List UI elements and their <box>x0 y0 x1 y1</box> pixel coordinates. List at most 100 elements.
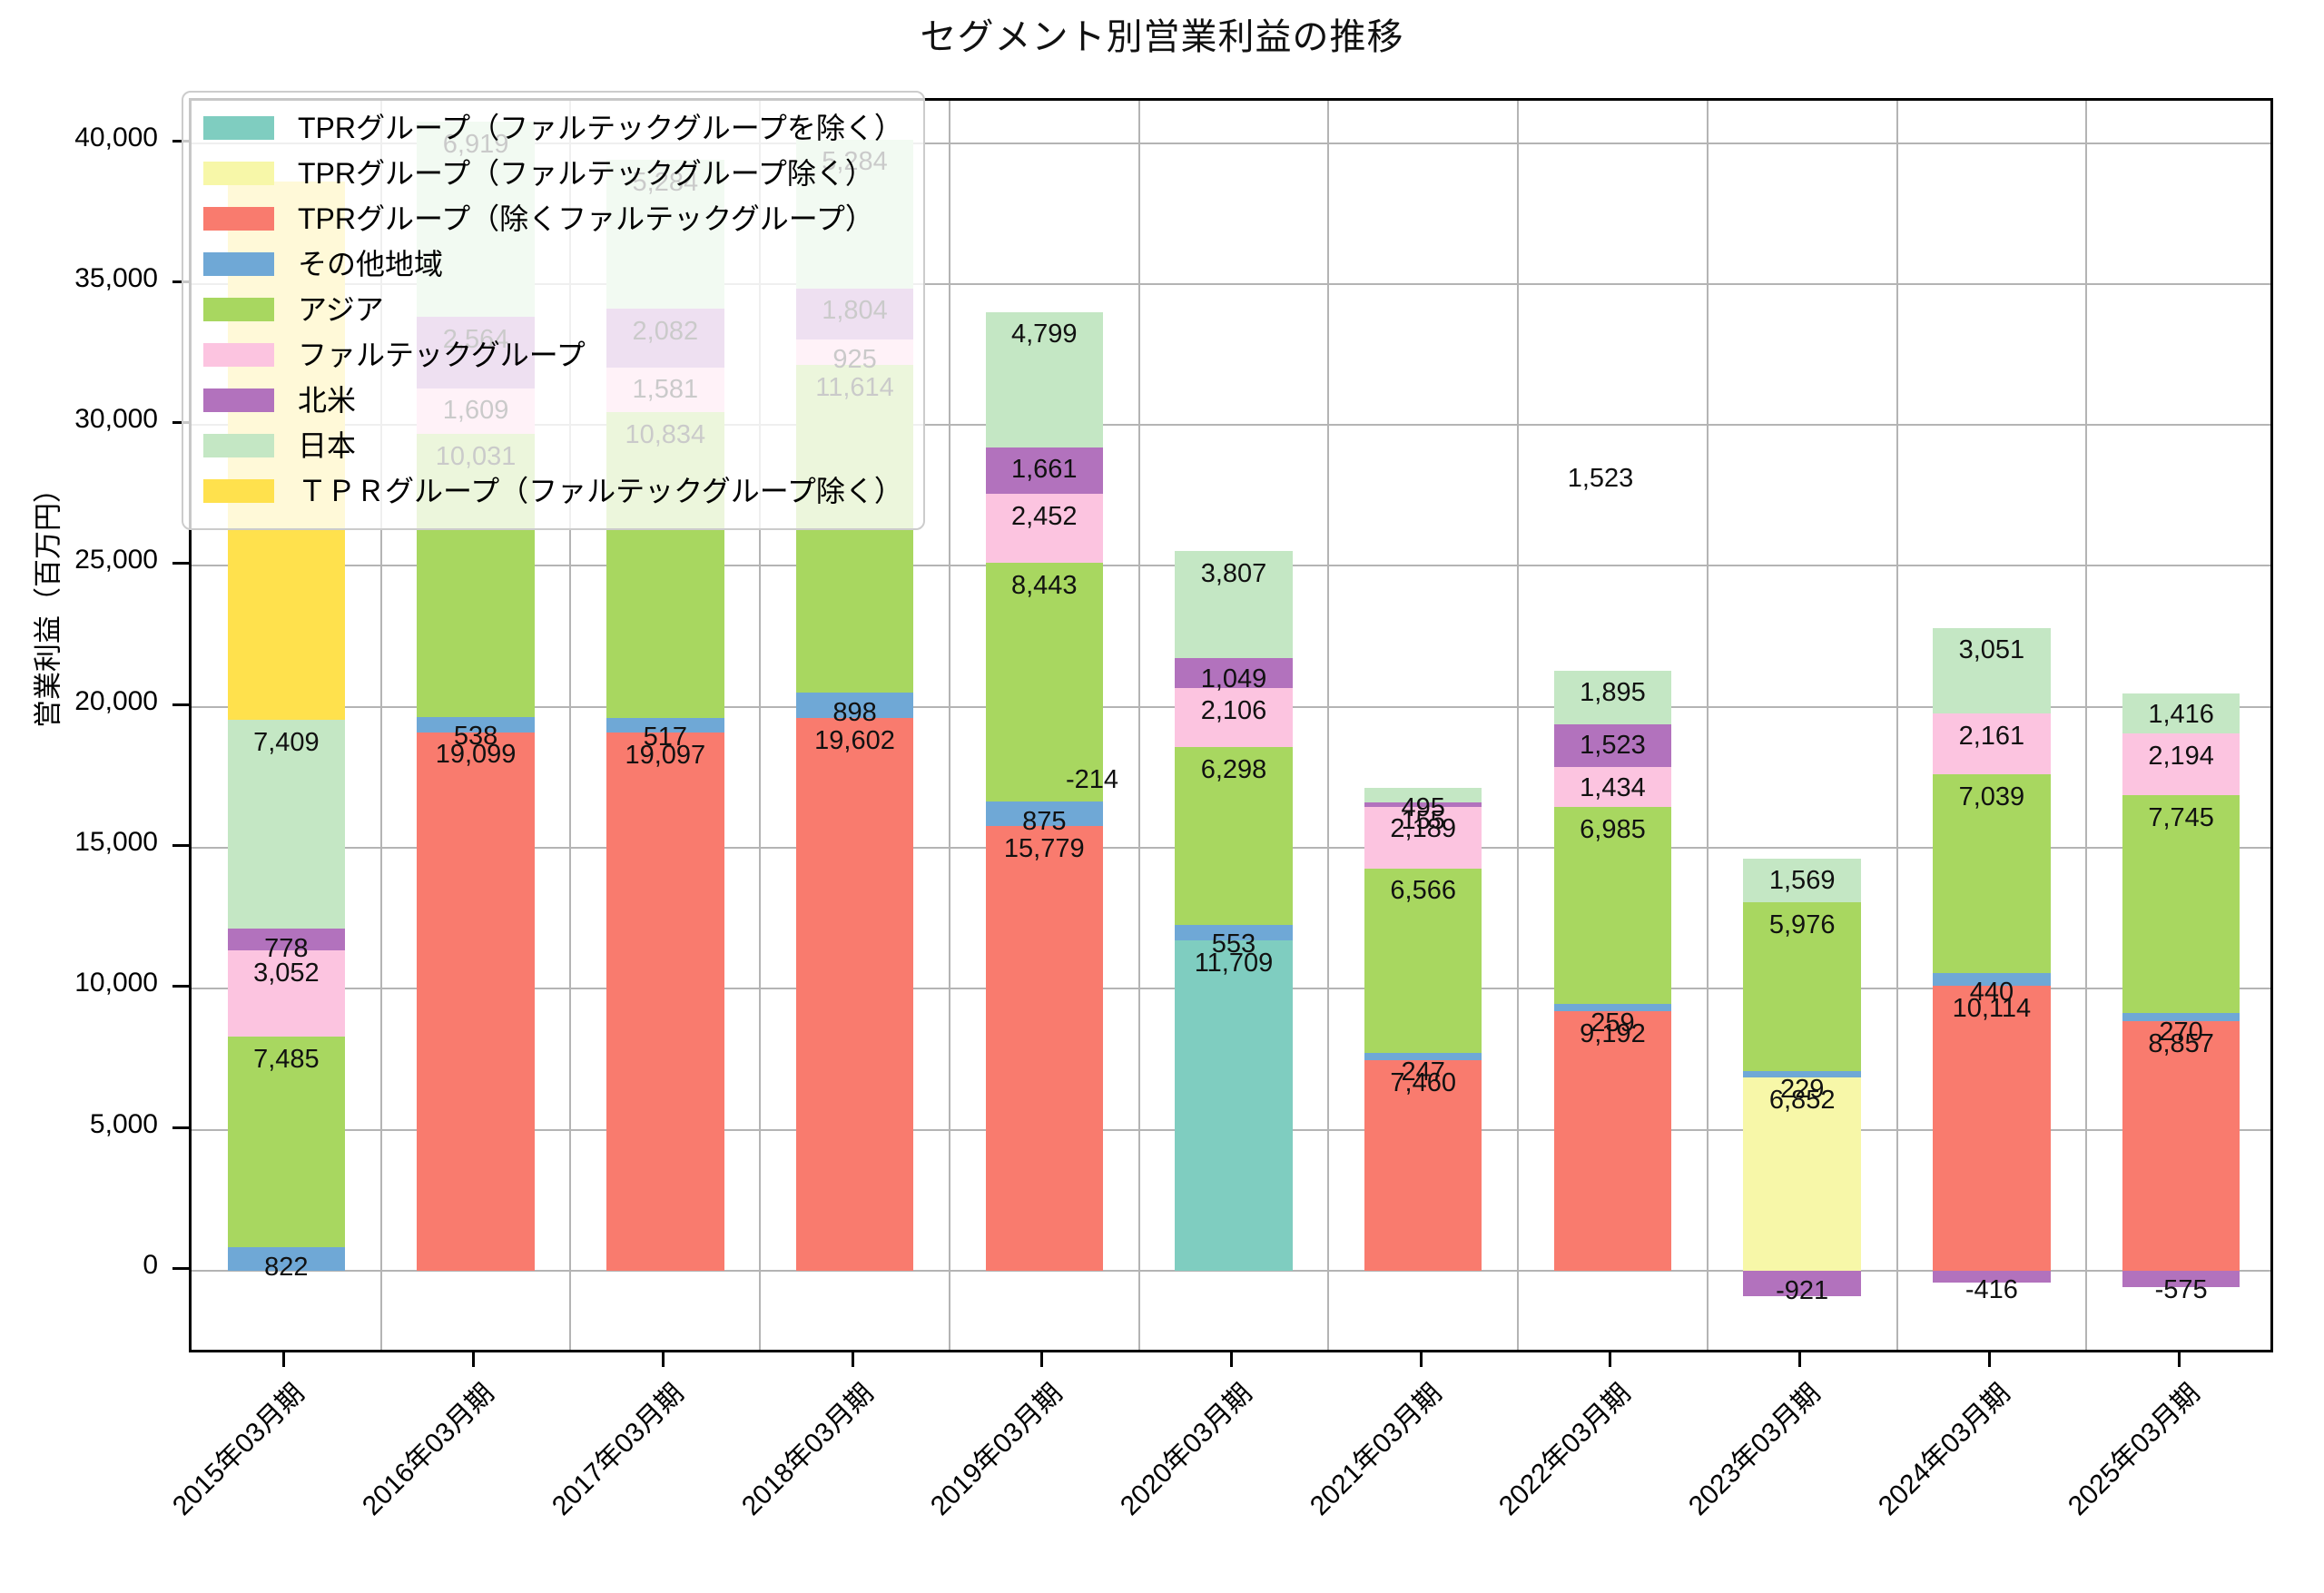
bar-segment[interactable] <box>1364 1053 1482 1061</box>
bar-segment[interactable] <box>1933 985 2051 1271</box>
x-axis-tick <box>2177 1352 2181 1367</box>
bar-segment[interactable] <box>606 717 724 733</box>
bar-segment[interactable] <box>1175 551 1293 659</box>
bar-segment[interactable] <box>2122 693 2240 733</box>
gridline-vertical <box>1327 101 1330 1350</box>
y-axis-tick-label: 5,000 <box>89 1108 158 1139</box>
bar-stack[interactable]: -416 10,114 440 7,039 2,161 3,051 <box>1933 101 2051 1355</box>
bar-segment[interactable] <box>227 928 346 951</box>
legend-item-label: TPRグループ（除くファルテックグループ） <box>298 202 874 235</box>
bar-segment[interactable] <box>227 1247 346 1271</box>
legend-item-label: 北米 <box>298 384 357 417</box>
bar-segment[interactable] <box>1553 807 1672 1005</box>
bar-segment[interactable] <box>1743 1070 1861 1078</box>
gridline-vertical <box>948 101 950 1350</box>
bar-segment[interactable] <box>1553 766 1672 808</box>
x-axis-tick <box>1419 1352 1423 1367</box>
bar-segment[interactable] <box>2122 1270 2240 1287</box>
y-axis-tick-label: 0 <box>143 1249 158 1280</box>
legend-item[interactable]: 日本 <box>203 423 903 468</box>
legend-swatch-icon <box>203 116 274 140</box>
y-axis-tick <box>172 1266 189 1270</box>
bar-stack[interactable]: 9,192 259 6,985 1,434 1,523 1,895 <box>1553 101 1672 1355</box>
bar-segment[interactable] <box>417 732 535 1271</box>
x-axis-tick <box>472 1352 476 1367</box>
bar-segment[interactable] <box>985 447 1103 495</box>
legend-swatch-icon <box>203 207 274 231</box>
x-axis-tick <box>1230 1352 1233 1367</box>
x-axis-tick-label: 2019年03月期 <box>925 1378 1068 1522</box>
bar-segment[interactable] <box>1364 868 1482 1054</box>
legend-item-label: ファルテックグループ <box>298 339 586 371</box>
bar-segment[interactable] <box>1743 858 1861 903</box>
legend-swatch-icon <box>203 388 274 412</box>
bar-segment[interactable] <box>1175 688 1293 748</box>
x-axis-tick <box>282 1352 286 1367</box>
bar-segment[interactable] <box>1743 902 1861 1071</box>
bar-segment[interactable] <box>1175 747 1293 925</box>
bar-segment[interactable] <box>1933 973 2051 986</box>
legend-swatch-icon <box>203 343 274 367</box>
bar-segment[interactable] <box>1553 1004 1672 1012</box>
legend-item[interactable]: ＴＰＲグループ（ファルテックグループ除く） <box>203 468 903 514</box>
legend-item[interactable]: その他地域 <box>203 241 903 287</box>
bar-segment[interactable] <box>1933 1270 2051 1283</box>
bar-segment[interactable] <box>1364 788 1482 802</box>
bar-segment[interactable] <box>795 693 914 719</box>
bar-segment[interactable] <box>1553 1011 1672 1271</box>
legend-item-label: ＴＰＲグループ（ファルテックグループ除く） <box>298 475 903 507</box>
gridline-vertical <box>379 101 382 1350</box>
legend-item[interactable]: TPRグループ（ファルテックグループ除く） <box>203 151 903 196</box>
bar-segment[interactable] <box>227 950 346 1037</box>
bar-stack[interactable]: 11,709 553 6,298 2,106 1,049 3,807 <box>1175 101 1293 1355</box>
bar-stack[interactable]: -575 8,857 270 7,745 2,194 1,416 <box>2122 101 2240 1355</box>
y-axis-tick <box>172 421 189 425</box>
legend-item[interactable]: TPRグループ（除くファルテックグループ） <box>203 196 903 241</box>
bar-segment[interactable] <box>985 494 1103 564</box>
gridline-vertical <box>1137 101 1140 1350</box>
bar-segment[interactable] <box>1364 806 1482 869</box>
legend-item[interactable]: 北米 <box>203 378 903 423</box>
bar-segment[interactable] <box>985 563 1103 801</box>
bar-segment[interactable] <box>1743 1270 1861 1297</box>
bar-segment[interactable] <box>2122 1013 2240 1021</box>
bar-segment[interactable] <box>1933 713 2051 775</box>
bar-segment[interactable] <box>1364 801 1482 807</box>
bar-segment[interactable] <box>2122 794 2240 1014</box>
bar-segment[interactable] <box>1933 627 2051 714</box>
bar-segment[interactable] <box>1175 940 1293 1271</box>
y-axis-tick <box>172 1126 189 1129</box>
bar-segment[interactable] <box>1175 925 1293 941</box>
bar-segment[interactable] <box>1553 723 1672 767</box>
y-axis-tick-label: 25,000 <box>74 545 158 575</box>
legend-swatch-icon <box>203 162 274 185</box>
bar-stack[interactable]: -921 6,852 229 5,976 1,569 <box>1743 101 1861 1355</box>
bar-segment[interactable] <box>1933 774 2051 974</box>
x-axis-tick <box>1987 1352 1991 1367</box>
bar-stack[interactable]: 7,460 247 6,566 2,189 155 495 <box>1364 101 1482 1355</box>
bar-segment[interactable] <box>985 825 1103 1271</box>
bar-segment[interactable] <box>795 718 914 1271</box>
legend-item[interactable]: ファルテックグループ <box>203 332 903 378</box>
bar-segment[interactable] <box>606 732 724 1271</box>
bar-segment[interactable] <box>417 716 535 733</box>
bar-segment[interactable] <box>1175 658 1293 688</box>
bar-segment[interactable] <box>1364 1060 1482 1271</box>
y-axis-tick-label: 20,000 <box>74 685 158 716</box>
bar-segment[interactable] <box>1743 1077 1861 1271</box>
bar-segment[interactable] <box>227 719 346 929</box>
x-axis-tick-label: 2016年03月期 <box>357 1378 500 1522</box>
bar-segment[interactable] <box>2122 1020 2240 1271</box>
legend-item[interactable]: TPRグループ（ファルテックグループを除く） <box>203 105 903 151</box>
bar-segment[interactable] <box>1553 670 1672 724</box>
bar-segment[interactable] <box>985 801 1103 826</box>
bar-segment[interactable] <box>985 311 1103 447</box>
x-axis-tick <box>661 1352 665 1367</box>
x-axis-tick-label: 2024年03月期 <box>1872 1378 2016 1522</box>
chart-canvas: セグメント別営業利益の推移 822 7,485 3,052 778 7,409 19,09… <box>33 17 2273 1521</box>
x-axis-tick-label: 2022年03月期 <box>1493 1378 1638 1522</box>
bar-stack[interactable]: 15,779 875 8,443 2,452 1,661 4,799 <box>985 101 1103 1355</box>
bar-segment[interactable] <box>227 1036 346 1248</box>
legend-item[interactable]: アジア <box>203 287 903 332</box>
bar-segment[interactable] <box>2122 733 2240 795</box>
